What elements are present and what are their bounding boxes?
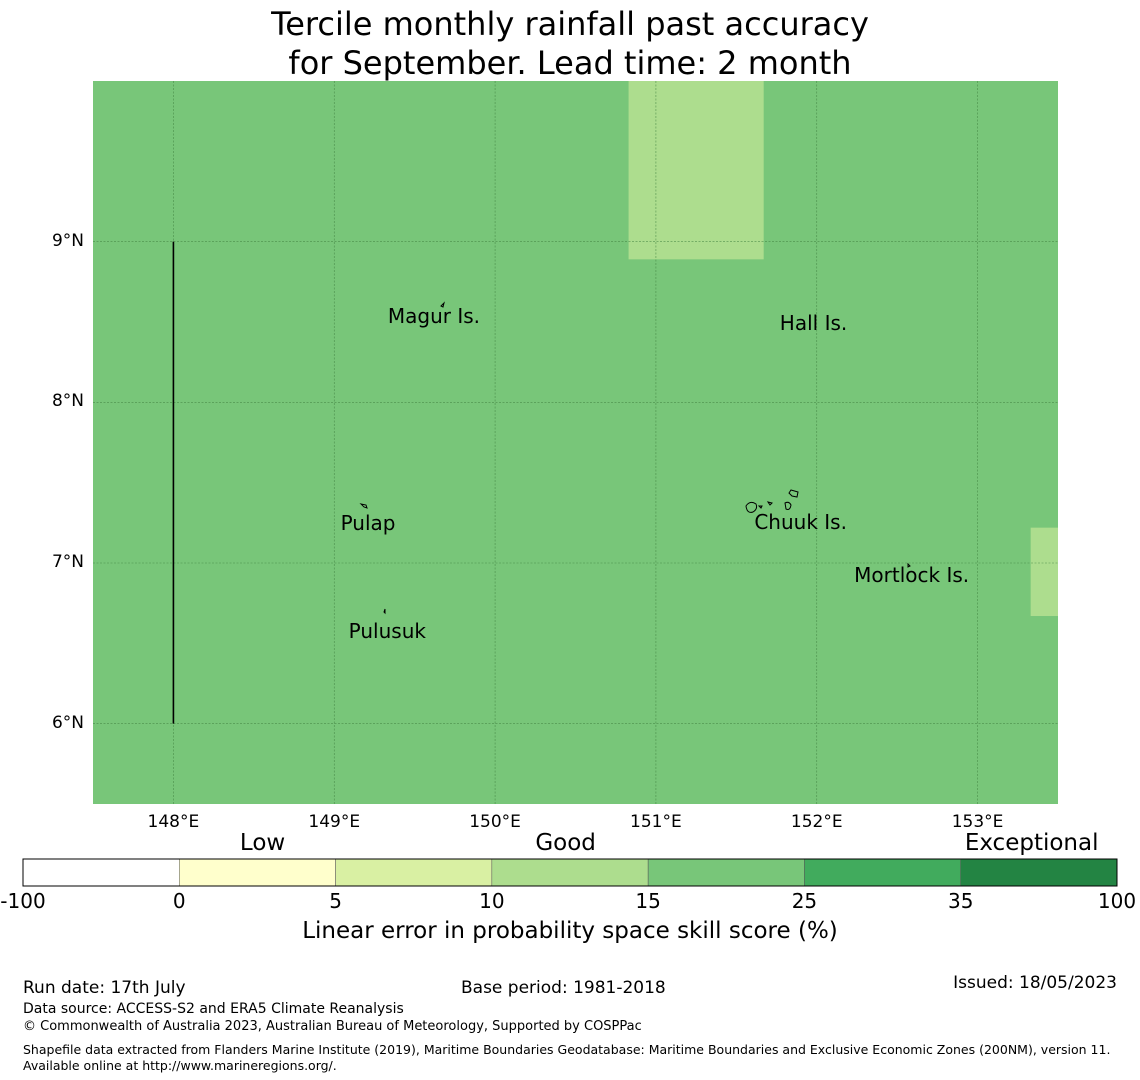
colorbar-bin-0-to-5 <box>179 858 336 887</box>
chuuk-island-outline-5 <box>757 505 763 509</box>
skill-cell-1 <box>1030 527 1058 617</box>
lat-tick-label: 7°N <box>51 552 84 572</box>
colorbar-tick-label: 35 <box>947 889 974 913</box>
place-label-pulusuk: Pulusuk <box>348 619 426 644</box>
colorbar-bin-35-to-100 <box>960 858 1118 887</box>
colorbar-tick-label: 25 <box>791 889 818 913</box>
place-label-hall-is: Hall Is. <box>779 310 848 335</box>
lon-tick-label: 149°E <box>308 812 361 832</box>
chuuk-island-outline-2 <box>788 489 799 498</box>
map-title-line-1: Tercile monthly rainfall past accuracy <box>271 5 869 43</box>
issued-date: Issued: 18/05/2023 <box>953 973 1117 993</box>
colorbar-tick-label: 5 <box>329 889 342 913</box>
colorbar-bin-5-to-10 <box>335 858 493 887</box>
colorbar-category-low: Low <box>239 830 286 856</box>
skill-cell-0 <box>628 81 764 260</box>
colorbar-bin-15-to-25 <box>647 858 805 887</box>
magur-island-outline <box>440 301 445 308</box>
colorbar-bin--100-to-0 <box>22 858 180 887</box>
colorbar-bin-10-to-15 <box>491 858 649 887</box>
colorbar-category-exceptional: Exceptional <box>964 830 1099 856</box>
lon-tick-label: 148°E <box>147 812 200 832</box>
copyright-notice: © Commonwealth of Australia 2023, Austra… <box>23 1019 642 1034</box>
chuuk-island-outline-1 <box>745 501 758 513</box>
lon-tick-label: 150°E <box>469 812 521 832</box>
colorbar-tick-label: 15 <box>635 889 661 913</box>
colorbar-tick-label: -100 <box>0 889 46 913</box>
lon-tick-label: 152°E <box>790 812 843 832</box>
chuuk-island-outline-3 <box>784 501 792 510</box>
data-source: Data source: ACCESS-S2 and ERA5 Climate … <box>23 1001 404 1017</box>
lat-tick-label: 6°N <box>51 712 84 733</box>
colorbar-frame <box>22 858 1118 887</box>
pulap-island-outline <box>359 503 368 509</box>
colorbar-tick-label: 10 <box>479 889 505 913</box>
lon-tick-label: 153°E <box>951 812 1004 832</box>
map-title-line-2: for September. Lead time: 2 month <box>288 44 852 82</box>
lat-tick-label: 8°N <box>51 391 84 412</box>
mortlock-island-outline <box>907 562 911 568</box>
colorbar-tick-label: 0 <box>172 889 186 913</box>
run-date: Run date: 17th July <box>23 978 186 998</box>
place-label-magur-is: Magur Is. <box>387 304 481 329</box>
map-background <box>93 81 1058 804</box>
colorbar-caption: Linear error in probability space skill … <box>302 918 838 944</box>
colorbar-category-good: Good <box>535 830 596 856</box>
shapefile-note: Shapefile data extracted from Flanders M… <box>23 1042 1111 1073</box>
colorbar-tick-label: 100 <box>1097 889 1137 913</box>
lat-tick-label: 9°N <box>51 230 84 251</box>
pulusuk-island-outline <box>383 608 386 615</box>
colorbar-bin-25-to-35 <box>804 858 961 887</box>
place-label-mortlock-is: Mortlock Is. <box>854 562 970 587</box>
chuuk-island-outline-4 <box>766 501 773 506</box>
lon-tick-label: 151°E <box>630 812 682 832</box>
place-label-pulap: Pulap <box>340 511 396 536</box>
place-label-chuuk-is: Chuuk Is. <box>754 509 847 534</box>
base-period: Base period: 1981-2018 <box>461 978 666 998</box>
